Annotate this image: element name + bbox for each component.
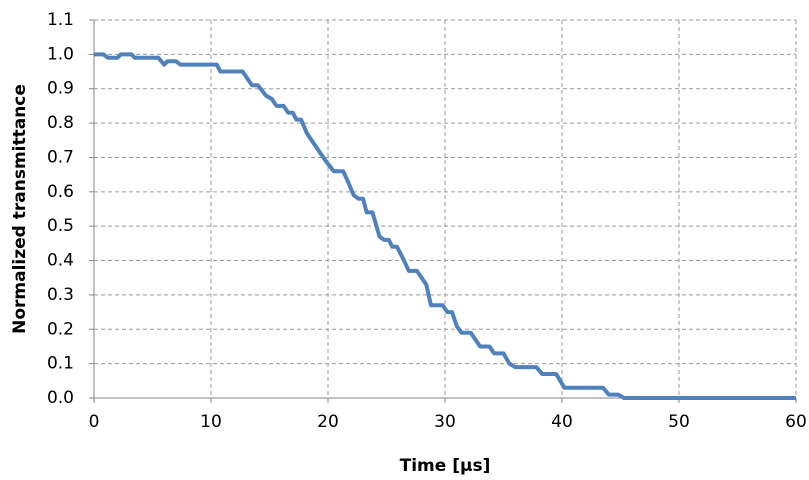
y-tick-label: 0.4 bbox=[47, 251, 74, 271]
x-tick-label: 0 bbox=[89, 412, 100, 432]
y-tick-label: 0.6 bbox=[47, 182, 74, 202]
y-tick-label: 0.5 bbox=[47, 216, 74, 236]
x-tick-label: 40 bbox=[551, 412, 573, 432]
x-axis-title: Time [µs] bbox=[400, 456, 491, 476]
y-tick-label: 0.3 bbox=[47, 285, 74, 305]
x-tick-label: 20 bbox=[317, 412, 339, 432]
x-tick-label: 10 bbox=[200, 412, 222, 432]
y-tick-label: 0.9 bbox=[47, 79, 74, 99]
y-tick-label: 0.8 bbox=[47, 113, 74, 133]
x-tick-label: 60 bbox=[785, 412, 807, 432]
y-tick-label: 1.0 bbox=[47, 44, 74, 64]
x-tick-label: 50 bbox=[668, 412, 690, 432]
y-tick-label: 1.1 bbox=[47, 10, 74, 30]
y-tick-label: 0.1 bbox=[47, 354, 74, 374]
y-tick-label: 0.2 bbox=[47, 319, 74, 339]
x-tick-label: 30 bbox=[434, 412, 456, 432]
data-line bbox=[94, 52, 796, 400]
y-axis-title: Normalized transmittance bbox=[10, 84, 30, 334]
y-tick-label: 0.0 bbox=[47, 388, 74, 408]
y-tick-label: 0.7 bbox=[47, 147, 74, 167]
